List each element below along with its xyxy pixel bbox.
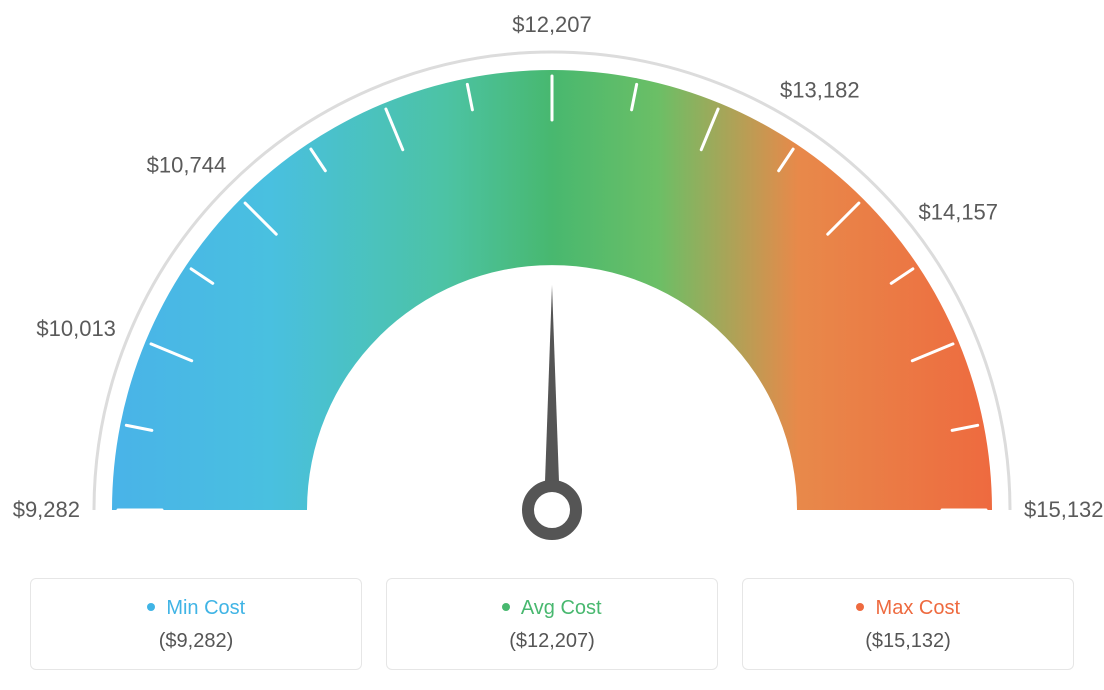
legend-card-avg: Avg Cost ($12,207): [386, 578, 718, 670]
gauge-tick-label: $9,282: [13, 497, 80, 523]
legend-title-min: Min Cost: [41, 597, 351, 620]
legend-card-min: Min Cost ($9,282): [30, 578, 362, 670]
gauge-needle: [544, 285, 560, 510]
legend-value-max: ($15,132): [753, 630, 1063, 653]
dot-icon-max: [856, 603, 864, 611]
legend-title-max: Max Cost: [753, 597, 1063, 620]
legend-label-max: Max Cost: [876, 597, 960, 619]
dot-icon-avg: [502, 603, 510, 611]
dot-icon-min: [147, 603, 155, 611]
legend-value-min: ($9,282): [41, 630, 351, 653]
legend-label-avg: Avg Cost: [521, 597, 602, 619]
gauge-tick-label: $12,207: [512, 12, 592, 38]
legend-label-min: Min Cost: [166, 597, 245, 619]
gauge-area: $9,282 $10,013 $10,744 $12,207 $13,182 $14,15…: [0, 0, 1104, 560]
legend-row: Min Cost ($9,282) Avg Cost ($12,207) Max…: [30, 578, 1074, 670]
gauge-chart-container: $9,282 $10,013 $10,744 $12,207 $13,182 $14,15…: [0, 0, 1104, 690]
gauge-svg: [0, 0, 1104, 560]
legend-value-avg: ($12,207): [397, 630, 707, 653]
gauge-hub: [528, 486, 576, 534]
legend-title-avg: Avg Cost: [397, 597, 707, 620]
gauge-tick-label: $15,132: [1024, 497, 1104, 523]
gauge-tick-label: $10,744: [147, 153, 227, 179]
legend-card-max: Max Cost ($15,132): [742, 578, 1074, 670]
gauge-tick-label: $13,182: [780, 78, 860, 104]
gauge-tick-label: $10,013: [36, 316, 116, 342]
gauge-tick-label: $14,157: [919, 199, 999, 225]
